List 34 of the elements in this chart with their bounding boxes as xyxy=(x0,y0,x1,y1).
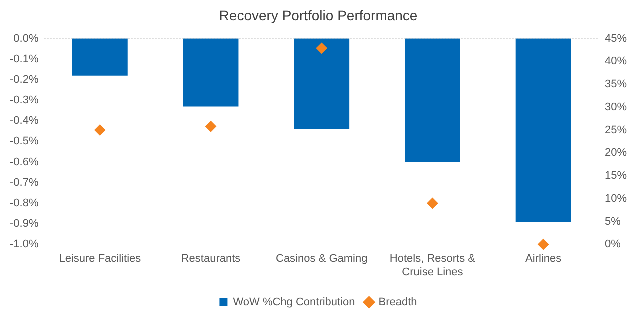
point xyxy=(206,121,217,132)
y2-tick-label: 5% xyxy=(604,216,622,228)
x-tick-label: Restaurants xyxy=(181,253,242,266)
legend-label: WoW %Chg Contribution xyxy=(233,296,356,309)
y-tick-label: -0.2% xyxy=(10,74,39,86)
y-tick-label: -0.4% xyxy=(10,115,39,128)
y2-tick-label: 40% xyxy=(604,56,628,68)
y2-tick-label: 45% xyxy=(604,32,628,45)
y-tick-label: -0.7% xyxy=(10,176,39,189)
y2-tick-label: 35% xyxy=(604,78,628,91)
y2-tick-label: 20% xyxy=(604,147,628,160)
y-tick-label: -0.9% xyxy=(10,218,39,230)
y-tick-label: -0.5% xyxy=(10,136,39,148)
y2-tick-label: 0% xyxy=(604,238,622,251)
y2-tick-label: 25% xyxy=(604,124,628,136)
point xyxy=(538,239,550,250)
point xyxy=(316,42,328,54)
y-tick-label: -0.8% xyxy=(10,197,39,210)
y-tick-label: -0.6% xyxy=(10,156,39,168)
y2-tick-label: 15% xyxy=(604,170,628,182)
y-tick-label: -1.0% xyxy=(10,238,39,251)
y-tick-label: 0.0% xyxy=(14,32,39,45)
y-tick-label: -0.3% xyxy=(10,94,39,107)
x-tick-label: Airlines xyxy=(526,253,562,266)
y2-tick-label: 10% xyxy=(604,192,628,205)
point xyxy=(94,124,106,136)
y-tick-label: -0.1% xyxy=(10,53,39,66)
point xyxy=(427,198,438,209)
x-tick-label: Leisure Facilities xyxy=(59,253,142,266)
x-tick-label: Casinos & Gaming xyxy=(276,253,368,266)
chart-title: Recovery Portfolio Performance xyxy=(219,7,418,24)
y2-tick-label: 30% xyxy=(604,101,628,114)
legend-label: Breadth xyxy=(378,296,418,309)
x-tick-label: Hotels, Resorts & Cruise Lines xyxy=(390,253,476,278)
